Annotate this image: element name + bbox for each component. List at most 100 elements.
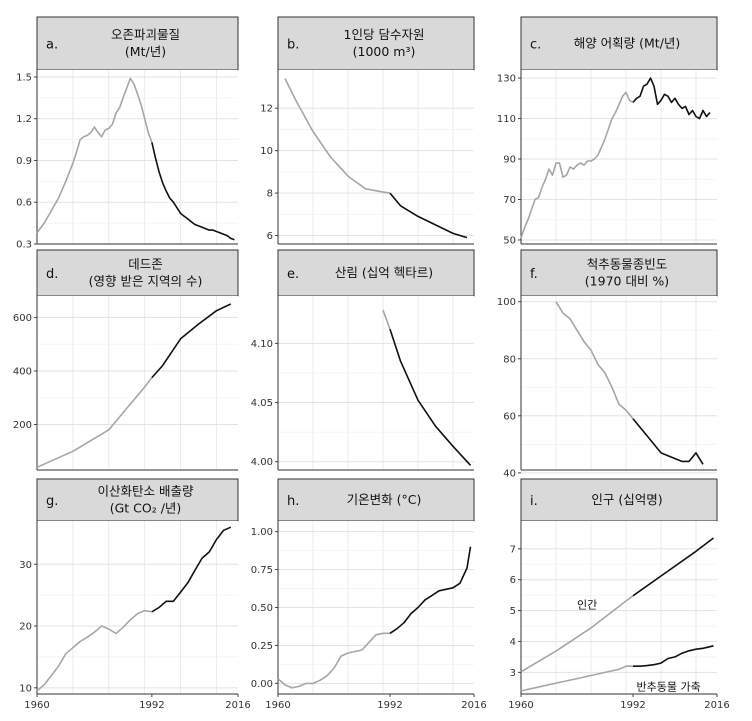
y-tick-label: 5 xyxy=(510,606,516,617)
y-tick-label: 60 xyxy=(503,411,516,422)
x-tick-label: 1992 xyxy=(139,700,164,711)
series-line-after-1992 xyxy=(389,192,468,239)
panel-title-line: 데드존 xyxy=(128,257,163,272)
plot-area xyxy=(521,296,717,470)
y-tick-label: 110 xyxy=(497,114,516,125)
plot-area xyxy=(521,521,717,694)
plot-area xyxy=(37,296,238,470)
y-tick-label: 0.50 xyxy=(251,603,273,614)
plot-area xyxy=(521,70,717,244)
y-tick-label: 0.25 xyxy=(251,641,273,652)
panel-letter: b. xyxy=(287,38,299,53)
panel-title-line: 1인당 담수자원 xyxy=(344,27,425,42)
panel-letter: i. xyxy=(530,494,538,509)
x-tick-label: 1960 xyxy=(24,700,49,711)
panel-strip xyxy=(520,16,718,71)
panel-strip xyxy=(36,16,239,71)
y-tick-label: 130 xyxy=(497,74,516,85)
series-line-after-1992 xyxy=(389,328,472,466)
panel-e: e. 산림 (십억 헥타르) 4.00 4.05 4.10 xyxy=(251,249,475,471)
y-tick-label: 0.6 xyxy=(16,198,32,209)
plot-area xyxy=(278,70,474,244)
y-tick-label: 20 xyxy=(19,622,32,633)
series-line-after-1992 xyxy=(633,645,714,668)
x-tick-label: 1960 xyxy=(265,700,290,711)
x-tick-label: 2016 xyxy=(704,700,729,711)
panel-f: f. 척추동물종빈도 (1970 대비 %) 40 60 80 100 xyxy=(497,249,718,479)
y-tick-label: 80 xyxy=(503,354,516,365)
series-line-after-1992 xyxy=(151,526,232,613)
panel-title-line: 기온변화 (°C) xyxy=(347,492,422,507)
panel-strip xyxy=(277,249,475,297)
y-tick-label: 3 xyxy=(510,668,516,679)
y-tick-label: 4.05 xyxy=(251,398,273,409)
y-tick-label: 30 xyxy=(19,560,32,571)
panel-a: a. 오존파괴물질 (Mt/년) 0.3 0.6 0.9 1.2 1.5 xyxy=(16,16,239,251)
y-tick-label: 1.2 xyxy=(16,114,32,125)
panel-title-line: (Mt/년) xyxy=(125,44,166,59)
y-tick-label: 7 xyxy=(510,544,516,555)
panel-strip xyxy=(36,478,239,522)
panel-strip xyxy=(520,478,718,522)
y-tick-label: 6 xyxy=(510,575,516,586)
plot-area xyxy=(37,70,238,244)
x-tick-label: 1992 xyxy=(377,700,402,711)
plot-area xyxy=(278,296,474,470)
panel-title-line: (영향 받은 지역의 수) xyxy=(89,274,203,289)
series-line-after-1992 xyxy=(389,546,472,634)
y-tick-label: 200 xyxy=(13,420,32,431)
x-tick-label: 1960 xyxy=(508,700,533,711)
series-line-after-1992 xyxy=(632,537,714,597)
panel-title-line: (1000 m³) xyxy=(353,44,416,59)
series-annotation: 반추동물 가축 xyxy=(637,680,701,693)
panel-letter: h. xyxy=(287,494,299,509)
panel-title-line: 해양 어획량 (Mt/년) xyxy=(574,36,681,51)
series-line-before-1992 xyxy=(555,301,634,420)
panel-h: h. 기온변화 (°C) 0.00 0.25 0.50 0.75 1.00 1960 1992 2… xyxy=(251,478,487,711)
panel-title-line: 이산화탄소 배출량 xyxy=(98,484,194,499)
y-tick-label: 1.5 xyxy=(16,72,32,83)
series-line-before-1992 xyxy=(36,609,153,692)
panel-title-line: (Gt CO₂ /년) xyxy=(110,501,182,516)
panel-letter: c. xyxy=(530,38,541,53)
y-tick-label: 4 xyxy=(510,637,516,648)
plot-area xyxy=(37,521,238,694)
panel-strip xyxy=(36,249,239,297)
panel-d: d. 데드존 (영향 받은 지역의 수) 200 400 600 xyxy=(13,249,239,471)
series-annotation: 인간 xyxy=(577,598,597,611)
series-line-before-1992 xyxy=(382,309,391,330)
panel-title-line: 오존파괴물질 xyxy=(111,27,180,42)
y-tick-label: 0.9 xyxy=(16,156,32,167)
x-tick-label: 2016 xyxy=(225,700,250,711)
y-tick-label: 4.10 xyxy=(251,339,273,350)
y-tick-label: 10 xyxy=(260,146,273,157)
series-line-after-1992 xyxy=(151,303,232,379)
series-line-after-1992 xyxy=(632,77,711,120)
panel-letter: a. xyxy=(46,38,58,53)
y-tick-label: 0.75 xyxy=(251,565,273,576)
panel-b: b. 1인당 담수자원 (1000 m³) 6 8 10 12 xyxy=(260,16,475,245)
y-tick-label: 600 xyxy=(13,313,32,324)
panel-letter: f. xyxy=(530,267,538,282)
panel-letter: d. xyxy=(46,267,58,282)
panel-letter: g. xyxy=(46,494,58,509)
y-tick-label: 400 xyxy=(13,366,32,377)
y-tick-label: 100 xyxy=(497,297,516,308)
panel-letter: e. xyxy=(287,267,299,282)
y-tick-label: 10 xyxy=(19,683,32,694)
panel-strip xyxy=(277,16,475,71)
y-tick-label: 90 xyxy=(503,155,516,166)
y-tick-label: 0.3 xyxy=(16,240,32,251)
series-line-before-1992 xyxy=(520,91,634,239)
series-line-before-1992 xyxy=(520,595,634,673)
panel-title-line: 척추동물종빈도 xyxy=(587,257,668,272)
panel-title-line: 산림 (십억 헥타르) xyxy=(335,265,433,280)
y-tick-label: 1.00 xyxy=(251,527,273,538)
series-line-before-1992 xyxy=(277,632,390,689)
series-line-before-1992 xyxy=(520,665,633,692)
y-tick-label: 50 xyxy=(503,235,516,246)
y-tick-label: 70 xyxy=(503,195,516,206)
panel-c: c. 해양 어획량 (Mt/년) 50 70 90 110 130 xyxy=(497,16,718,246)
y-tick-label: 40 xyxy=(503,468,516,479)
